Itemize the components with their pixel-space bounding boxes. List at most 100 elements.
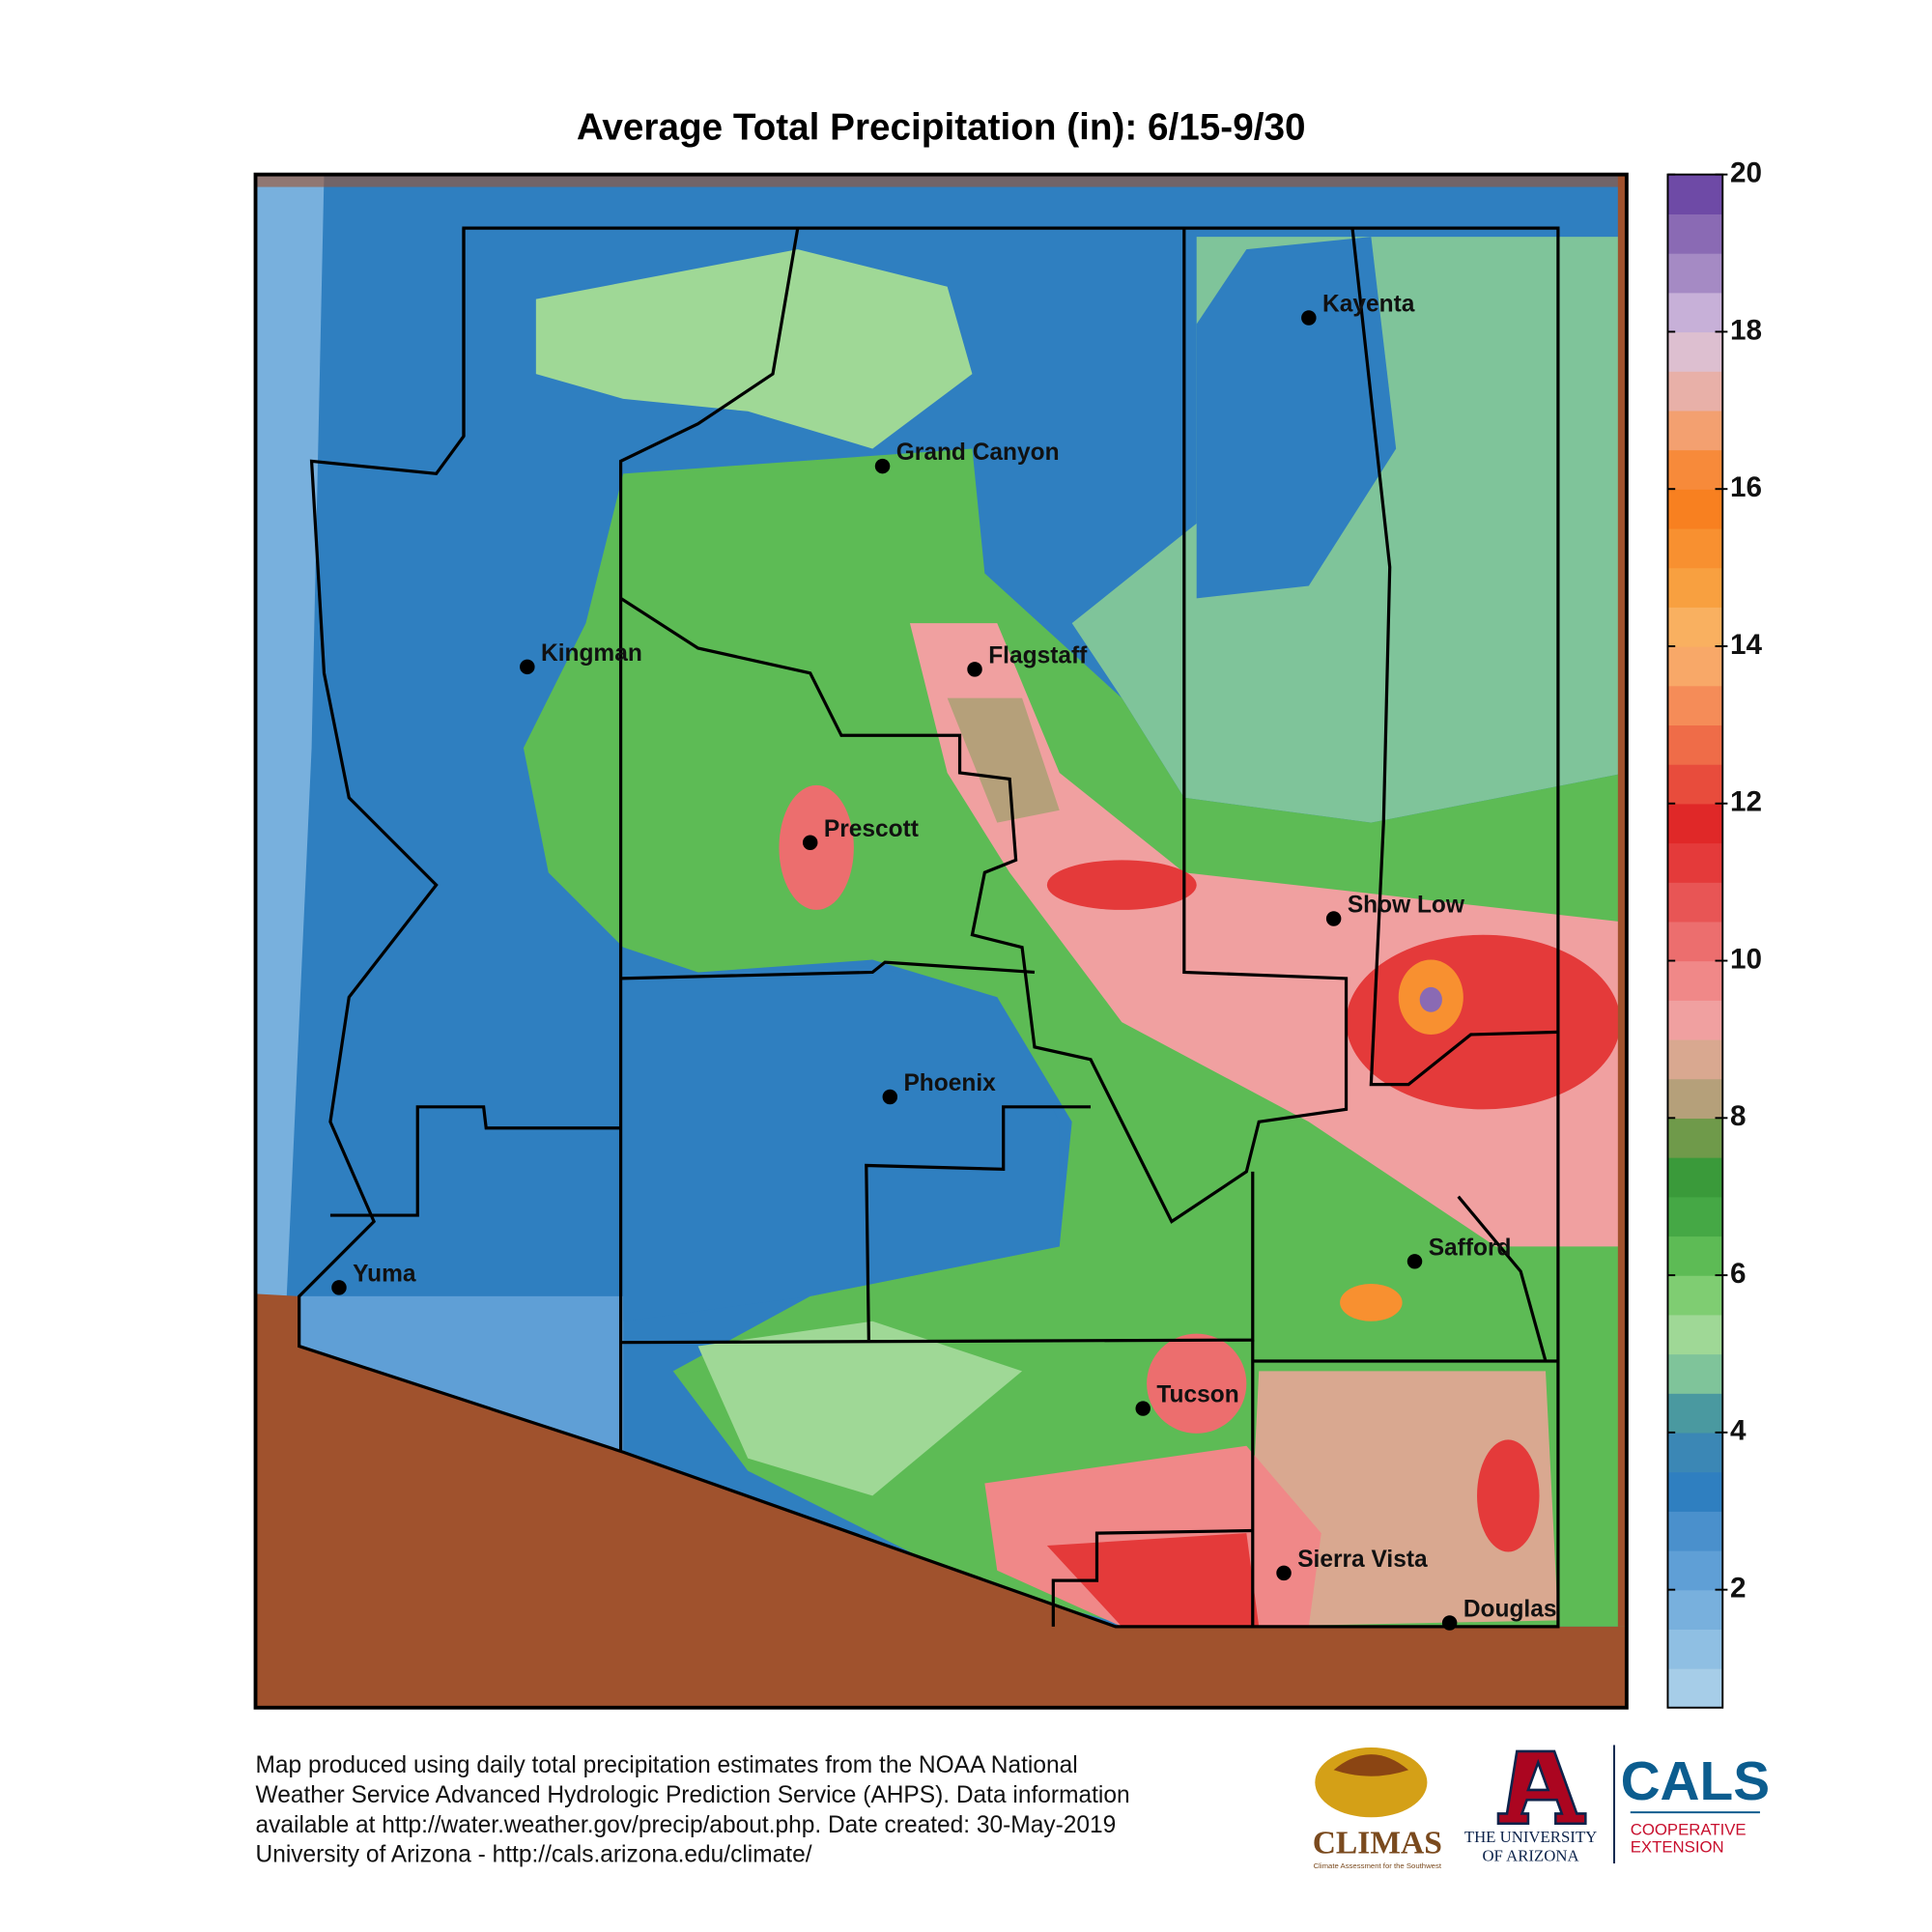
city-label: Douglas [1463, 1597, 1557, 1623]
colorbar-band [1667, 803, 1723, 844]
colorbar-tick-label: 6 [1730, 1258, 1746, 1290]
extension-text: COOPERATIVE [1631, 1820, 1747, 1838]
precip-region [1340, 1284, 1403, 1321]
colorbar-tick-label: 10 [1730, 943, 1762, 975]
colorbar-tick-label: 12 [1730, 786, 1762, 818]
city-label: Grand Canyon [896, 440, 1060, 466]
cals-logo: CALS [1621, 1751, 1771, 1812]
precip-region [1196, 237, 1397, 599]
city-label: Kayenta [1322, 292, 1415, 318]
edge [255, 174, 1627, 187]
city-dot [967, 662, 982, 677]
colorbar-band [1667, 1078, 1723, 1119]
colorbar-band [1667, 567, 1723, 608]
ua-name: THE UNIVERSITY [1464, 1828, 1597, 1846]
colorbar-band [1667, 253, 1723, 294]
city-dot [802, 835, 818, 850]
colorbar-band [1667, 527, 1723, 569]
precip-region [255, 174, 325, 1296]
county-line [1350, 227, 1558, 1087]
state-outline [298, 226, 1560, 1629]
colorbar-band [1667, 1432, 1723, 1473]
footer-line: available at http://water.weather.gov/pr… [256, 1812, 1117, 1838]
colorbar-tick-label: 2 [1730, 1573, 1746, 1605]
precip-region [623, 966, 1060, 1321]
precip-region [1246, 1371, 1558, 1627]
city-label: Safford [1429, 1235, 1512, 1261]
colorbar-tick-label: 4 [1730, 1415, 1747, 1447]
colorbar-band [1667, 685, 1723, 726]
precip-region [779, 784, 854, 910]
city-label: Kingman [541, 640, 642, 667]
ua-logo [1496, 1749, 1587, 1826]
colorbar-frame [1666, 173, 1724, 1709]
colorbar-band [1667, 449, 1723, 490]
footer-line: Weather Service Advanced Hydrologic Pred… [256, 1782, 1130, 1808]
precip-region [298, 1295, 624, 1453]
precip-region [535, 249, 973, 449]
city-dot [520, 659, 535, 675]
colorbar-tick-label: 16 [1730, 471, 1762, 503]
colorbar-band [1667, 921, 1723, 962]
city-dot [1276, 1565, 1292, 1581]
precip-region [1147, 1333, 1247, 1434]
map-frame [253, 172, 1629, 1710]
city-label: Yuma [353, 1261, 416, 1287]
colorbar-band [1667, 1275, 1723, 1316]
colorbar-band [1667, 213, 1723, 254]
map: Kayenta Grand Canyon Kingman Flagstaff Presc… [253, 172, 1629, 1710]
county-line [619, 228, 1349, 1224]
colorbar-band [1667, 960, 1723, 1001]
colorbar-band [1667, 607, 1723, 647]
precip-region [697, 1321, 1023, 1496]
colorbar-band [1667, 1511, 1723, 1551]
colorbar-band [1667, 1157, 1723, 1198]
colorbar-band [1667, 1236, 1723, 1276]
city-label: Phoenix [903, 1070, 996, 1096]
extension-text: EXTENSION [1631, 1837, 1724, 1856]
colorbar-band [1667, 410, 1723, 451]
climas-tagline: Climate Assessment for the Southwest [1314, 1861, 1442, 1870]
colorbar-band [1667, 1668, 1723, 1709]
precip-region [1419, 986, 1442, 1012]
footer-line: Map produced using daily total precipita… [256, 1752, 1078, 1778]
precip-region [1477, 1439, 1540, 1552]
city-dot [1406, 1254, 1423, 1269]
colorbar-band [1667, 1393, 1723, 1434]
logos: CLIMAS Climate Assessment for the Southw… [1313, 1745, 1770, 1870]
ua-name: OF ARIZONA [1482, 1846, 1578, 1864]
city-dot [874, 458, 891, 474]
footer-line: University of Arizona - http://cals.ariz… [256, 1842, 812, 1868]
climas-icon [1333, 1754, 1409, 1776]
colorbar-band [1667, 1196, 1723, 1237]
colorbar-band [1667, 1589, 1723, 1630]
colorbar-band [1667, 371, 1723, 412]
cities: Kayenta Grand Canyon Kingman Flagstaff Presc… [331, 292, 1556, 1631]
colorbar-band [1667, 331, 1723, 372]
colorbar-band [1667, 174, 1723, 214]
colorbar-tick-label: 18 [1730, 314, 1762, 346]
county-line [620, 960, 1036, 980]
city-dot [1441, 1615, 1458, 1631]
colorbar-band [1667, 1549, 1723, 1591]
colorbar-band [1667, 842, 1723, 883]
city-label: Show Low [1348, 893, 1465, 919]
city-dot [882, 1089, 898, 1105]
county-line [865, 1105, 1092, 1341]
precip-region [947, 697, 1060, 823]
precip-region [1046, 860, 1197, 910]
colorbar-band [1667, 1000, 1723, 1040]
footer: Map produced using daily total precipita… [256, 1752, 1130, 1868]
climas-logo: CLIMAS [1313, 1826, 1442, 1861]
colorbar-band [1667, 645, 1723, 687]
city-label: Flagstaff [988, 642, 1088, 668]
colorbar-band [1667, 1353, 1723, 1394]
county-line [1051, 1528, 1253, 1627]
colorbar-band [1667, 1314, 1723, 1355]
precip-region [1046, 1533, 1260, 1627]
colorbar-band [1667, 1629, 1723, 1669]
city-label: Prescott [824, 816, 919, 842]
city-dot [331, 1280, 347, 1295]
